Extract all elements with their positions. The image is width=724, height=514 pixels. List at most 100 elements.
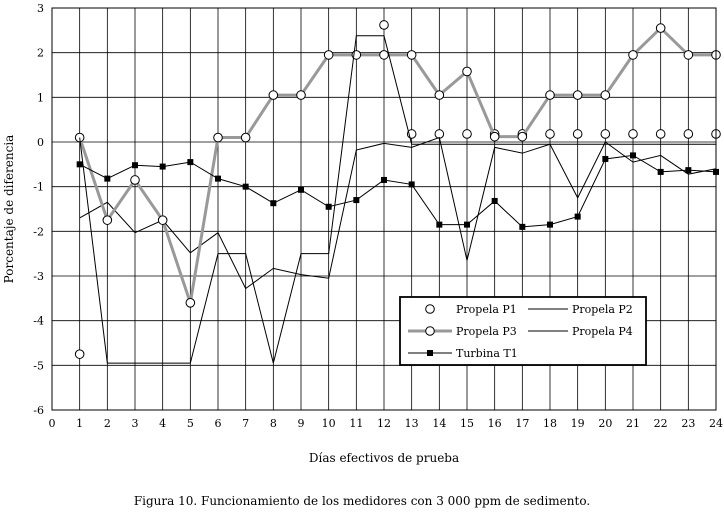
legend-marker: [427, 350, 433, 356]
data-point: [547, 221, 553, 228]
data-point: [268, 90, 279, 100]
y-tick-label: 0: [37, 136, 44, 149]
data-point: [436, 221, 443, 228]
data-point: [104, 175, 111, 182]
data-point: [157, 215, 168, 225]
data-point: [270, 200, 277, 207]
data-point: [185, 298, 196, 308]
y-tick-label: 2: [37, 47, 44, 60]
data-point: [159, 163, 166, 170]
y-tick-label: -6: [33, 404, 44, 417]
legend-entry: Propela P4: [528, 325, 633, 338]
data-point: [545, 129, 555, 139]
series-line: [79, 154, 717, 228]
series-p3-outlier: [379, 20, 389, 30]
data-point: [213, 132, 223, 143]
data-point: [130, 175, 140, 185]
legend-entry: Propela P2: [528, 303, 633, 316]
data-point: [491, 197, 498, 204]
data-point: [408, 181, 415, 188]
y-tick-label: -2: [33, 225, 44, 238]
data-point: [628, 129, 638, 139]
x-tick-label: 2: [104, 417, 111, 430]
legend-label: Propela P1: [456, 303, 517, 316]
series-propela-p1: [74, 129, 721, 359]
data-point: [325, 203, 332, 210]
data-point: [102, 215, 113, 225]
data-point: [296, 90, 306, 100]
series-line: [79, 136, 717, 290]
data-point: [242, 183, 249, 190]
data-point: [462, 66, 472, 77]
legend-entry: Turbina T1: [408, 347, 518, 360]
series-turbina-t1: [76, 152, 719, 230]
x-tick-label: 24: [709, 417, 723, 430]
data-point: [600, 129, 611, 139]
x-tick-label: 10: [322, 417, 336, 430]
x-tick-label: 0: [49, 417, 56, 430]
data-point: [602, 155, 609, 162]
data-point: [298, 186, 304, 193]
x-tick-label: 22: [654, 417, 668, 430]
data-point: [628, 50, 638, 60]
data-point: [74, 349, 85, 359]
legend-marker: [425, 326, 435, 336]
data-point: [434, 90, 445, 100]
x-tick-label: 15: [460, 417, 474, 430]
series-propela-p2: [79, 136, 717, 290]
x-tick-label: 4: [159, 417, 166, 430]
data-point: [240, 132, 251, 143]
series-propela-p4: [79, 35, 716, 364]
data-point: [519, 223, 526, 230]
data-point: [323, 50, 334, 60]
data-point: [434, 129, 445, 139]
legend-box: [399, 296, 647, 366]
figure-caption: Figura 10. Funcionamiento de los medidor…: [133, 494, 591, 508]
data-point: [657, 168, 664, 175]
x-tick-label: 6: [215, 417, 222, 430]
series-propela-p3: [74, 23, 721, 308]
x-tick-label: 16: [488, 417, 502, 430]
data-point: [572, 129, 583, 139]
data-point: [76, 161, 83, 168]
y-tick-label: -5: [33, 359, 44, 372]
x-axis-label: Días efectivos de prueba: [309, 451, 459, 465]
data-point: [215, 175, 221, 182]
x-tick-label: 3: [132, 417, 139, 430]
legend-marker: [425, 304, 435, 314]
x-tick-label: 17: [515, 417, 529, 430]
legend-entry: Propela P3: [408, 325, 517, 338]
data-point: [630, 152, 636, 159]
plot-frame: [51, 7, 717, 411]
series-line: [79, 35, 716, 364]
x-tick-label: 11: [349, 417, 363, 430]
data-point: [187, 159, 194, 166]
data-point: [600, 90, 611, 100]
x-tick-label: 19: [571, 417, 585, 430]
x-tick-label: 23: [681, 417, 695, 430]
y-tick-label: 3: [37, 2, 44, 15]
x-tick-label: 18: [543, 417, 557, 430]
data-point: [406, 50, 417, 60]
x-tick-label: 20: [598, 417, 612, 430]
legend-label: Propela P3: [456, 325, 517, 338]
x-tick-label: 9: [298, 417, 305, 430]
legend-label: Turbina T1: [456, 347, 518, 360]
legend-label: Propela P2: [572, 303, 633, 316]
data-point: [545, 90, 555, 100]
x-tick-label: 14: [432, 417, 446, 430]
legend-label: Propela P4: [572, 325, 633, 338]
data-point: [464, 221, 470, 228]
data-point: [381, 176, 387, 183]
y-tick-label: 1: [37, 91, 44, 104]
x-tick-label: 8: [270, 417, 277, 430]
data-point: [655, 129, 666, 139]
x-tick-label: 5: [187, 417, 194, 430]
data-point: [683, 50, 694, 60]
series-line: [78, 26, 716, 304]
legend: Propela P1 Propela P2 Propela P3 Propela P4…: [399, 296, 647, 366]
y-axis-label: Porcentaje de diferencia: [2, 135, 16, 284]
x-tick-label: 1: [76, 417, 83, 430]
x-tick-label: 21: [626, 417, 640, 430]
data-point: [517, 131, 528, 142]
